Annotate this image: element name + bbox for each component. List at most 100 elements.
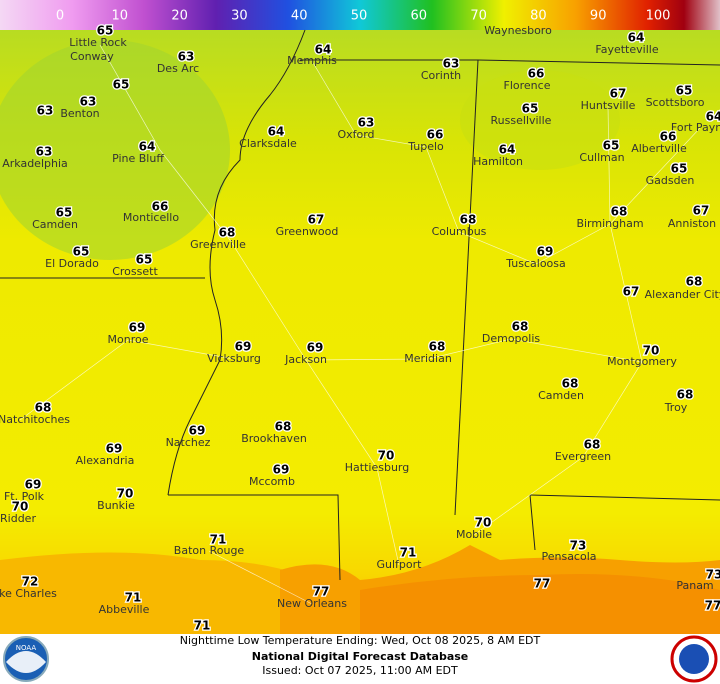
city-name: Panam — [676, 579, 713, 592]
temperature: 64 — [499, 143, 516, 157]
city-name: Fort Payne — [671, 121, 720, 134]
state-borders — [0, 29, 720, 581]
warm-coast — [0, 552, 300, 634]
city-name: Montgomery — [607, 355, 677, 368]
city-name: Alexander City — [645, 288, 720, 301]
temperature: 68 — [35, 401, 52, 415]
temperature: 65 — [73, 245, 90, 259]
temperature: 68 — [562, 377, 579, 391]
cool-area — [460, 70, 620, 170]
city-name: Bunkie — [97, 499, 135, 512]
city-name: Abbeville — [99, 603, 150, 616]
temperature: 68 — [677, 388, 694, 402]
city-name: Scottsboro — [646, 96, 705, 109]
temperature: 65 — [676, 84, 693, 98]
city-name: Florence — [504, 79, 551, 92]
footer-source: National Digital Forecast Database — [252, 650, 469, 663]
temperature: 65 — [97, 24, 114, 38]
temperature: 70 — [643, 344, 660, 358]
city-name: Tuscaloosa — [505, 257, 566, 270]
city-name: Crossett — [112, 265, 158, 278]
temperature: 69 — [537, 245, 554, 259]
temperature: 70 — [117, 487, 134, 501]
city-name: Troy — [664, 401, 688, 414]
temperature: 64 — [268, 125, 285, 139]
city-name: Brookhaven — [241, 432, 307, 445]
colorbar-label: 100 — [646, 9, 671, 24]
temperature: 73 — [570, 539, 587, 553]
city-name: Des Arc — [157, 62, 199, 75]
city-name: Ft. Polk — [4, 490, 45, 503]
temperature: 70 — [475, 516, 492, 530]
temperature: 65 — [603, 139, 620, 153]
temperature: 65 — [56, 206, 73, 220]
temperature: 66 — [660, 130, 677, 144]
temperature: 71 — [400, 546, 417, 560]
city-name: Natchitoches — [0, 413, 70, 426]
city-name: Camden — [538, 389, 584, 402]
temperature: 65 — [522, 102, 539, 116]
temperature: 63 — [36, 145, 53, 159]
temperature: 64 — [628, 31, 645, 45]
temperature: 68 — [686, 275, 703, 289]
city-name: Baton Rouge — [174, 544, 245, 557]
city-name: Conway — [70, 50, 114, 63]
temperature: 69 — [106, 442, 123, 456]
temperature: 69 — [25, 478, 42, 492]
temperature: 63 — [443, 57, 460, 71]
city-name: Gulfport — [377, 558, 423, 571]
city-name: Mccomb — [249, 475, 295, 488]
city-name: Monroe — [108, 333, 149, 346]
temperature: 68 — [584, 438, 601, 452]
colorbar-label: 80 — [530, 9, 547, 24]
temperature: 66 — [152, 200, 169, 214]
temperature: 77 — [705, 599, 720, 613]
temperature: 64 — [706, 110, 720, 124]
temperature: 69 — [235, 340, 252, 354]
city-name: Hamilton — [473, 155, 523, 168]
colorbar-label: 50 — [351, 9, 368, 24]
city-name: Arkadelphia — [2, 157, 68, 170]
city-name: Mobile — [456, 528, 492, 541]
city-name: Anniston — [668, 217, 716, 230]
city-name: Ridder — [0, 512, 36, 525]
city-name: Greenville — [190, 238, 246, 251]
temperature: 71 — [125, 591, 142, 605]
city-name: Memphis — [287, 54, 337, 67]
colorbar-label: 20 — [171, 9, 188, 24]
temperature: 63 — [37, 104, 54, 118]
cool-area — [0, 40, 230, 260]
temperature: 72 — [22, 575, 39, 589]
temperature: 68 — [460, 213, 477, 227]
footer-title: Nighttime Low Temperature Ending: Wed, O… — [180, 634, 541, 647]
footer-bg — [0, 634, 720, 684]
city-name: Alexandria — [76, 454, 135, 467]
temperature: 68 — [611, 205, 628, 219]
temperature: 66 — [528, 67, 545, 81]
temperature: 69 — [189, 424, 206, 438]
noaa-logo-wave — [6, 651, 46, 673]
temperature: 69 — [273, 463, 290, 477]
city-name: New Orleans — [277, 597, 347, 610]
footer-issued: Issued: Oct 07 2025, 11:00 AM EDT — [262, 664, 458, 677]
city-name: Pensacola — [541, 550, 596, 563]
temperature: 67 — [623, 285, 640, 299]
temperature: 71 — [210, 533, 227, 547]
temperature: 71 — [194, 619, 211, 633]
temperature: 68 — [512, 320, 529, 334]
temperature: 64 — [315, 43, 332, 57]
colorbar — [0, 0, 720, 30]
city-name: Benton — [60, 107, 99, 120]
colorbar-label: 60 — [411, 9, 428, 24]
temperature: 63 — [358, 116, 375, 130]
temperature: 67 — [610, 87, 627, 101]
city-name: Little Rock — [69, 36, 127, 49]
city-name: Clarksdale — [239, 137, 297, 150]
temperature: 77 — [313, 585, 330, 599]
city-name: Oxford — [337, 128, 374, 141]
temperature: 63 — [178, 50, 195, 64]
city-name: Russellville — [491, 114, 552, 127]
